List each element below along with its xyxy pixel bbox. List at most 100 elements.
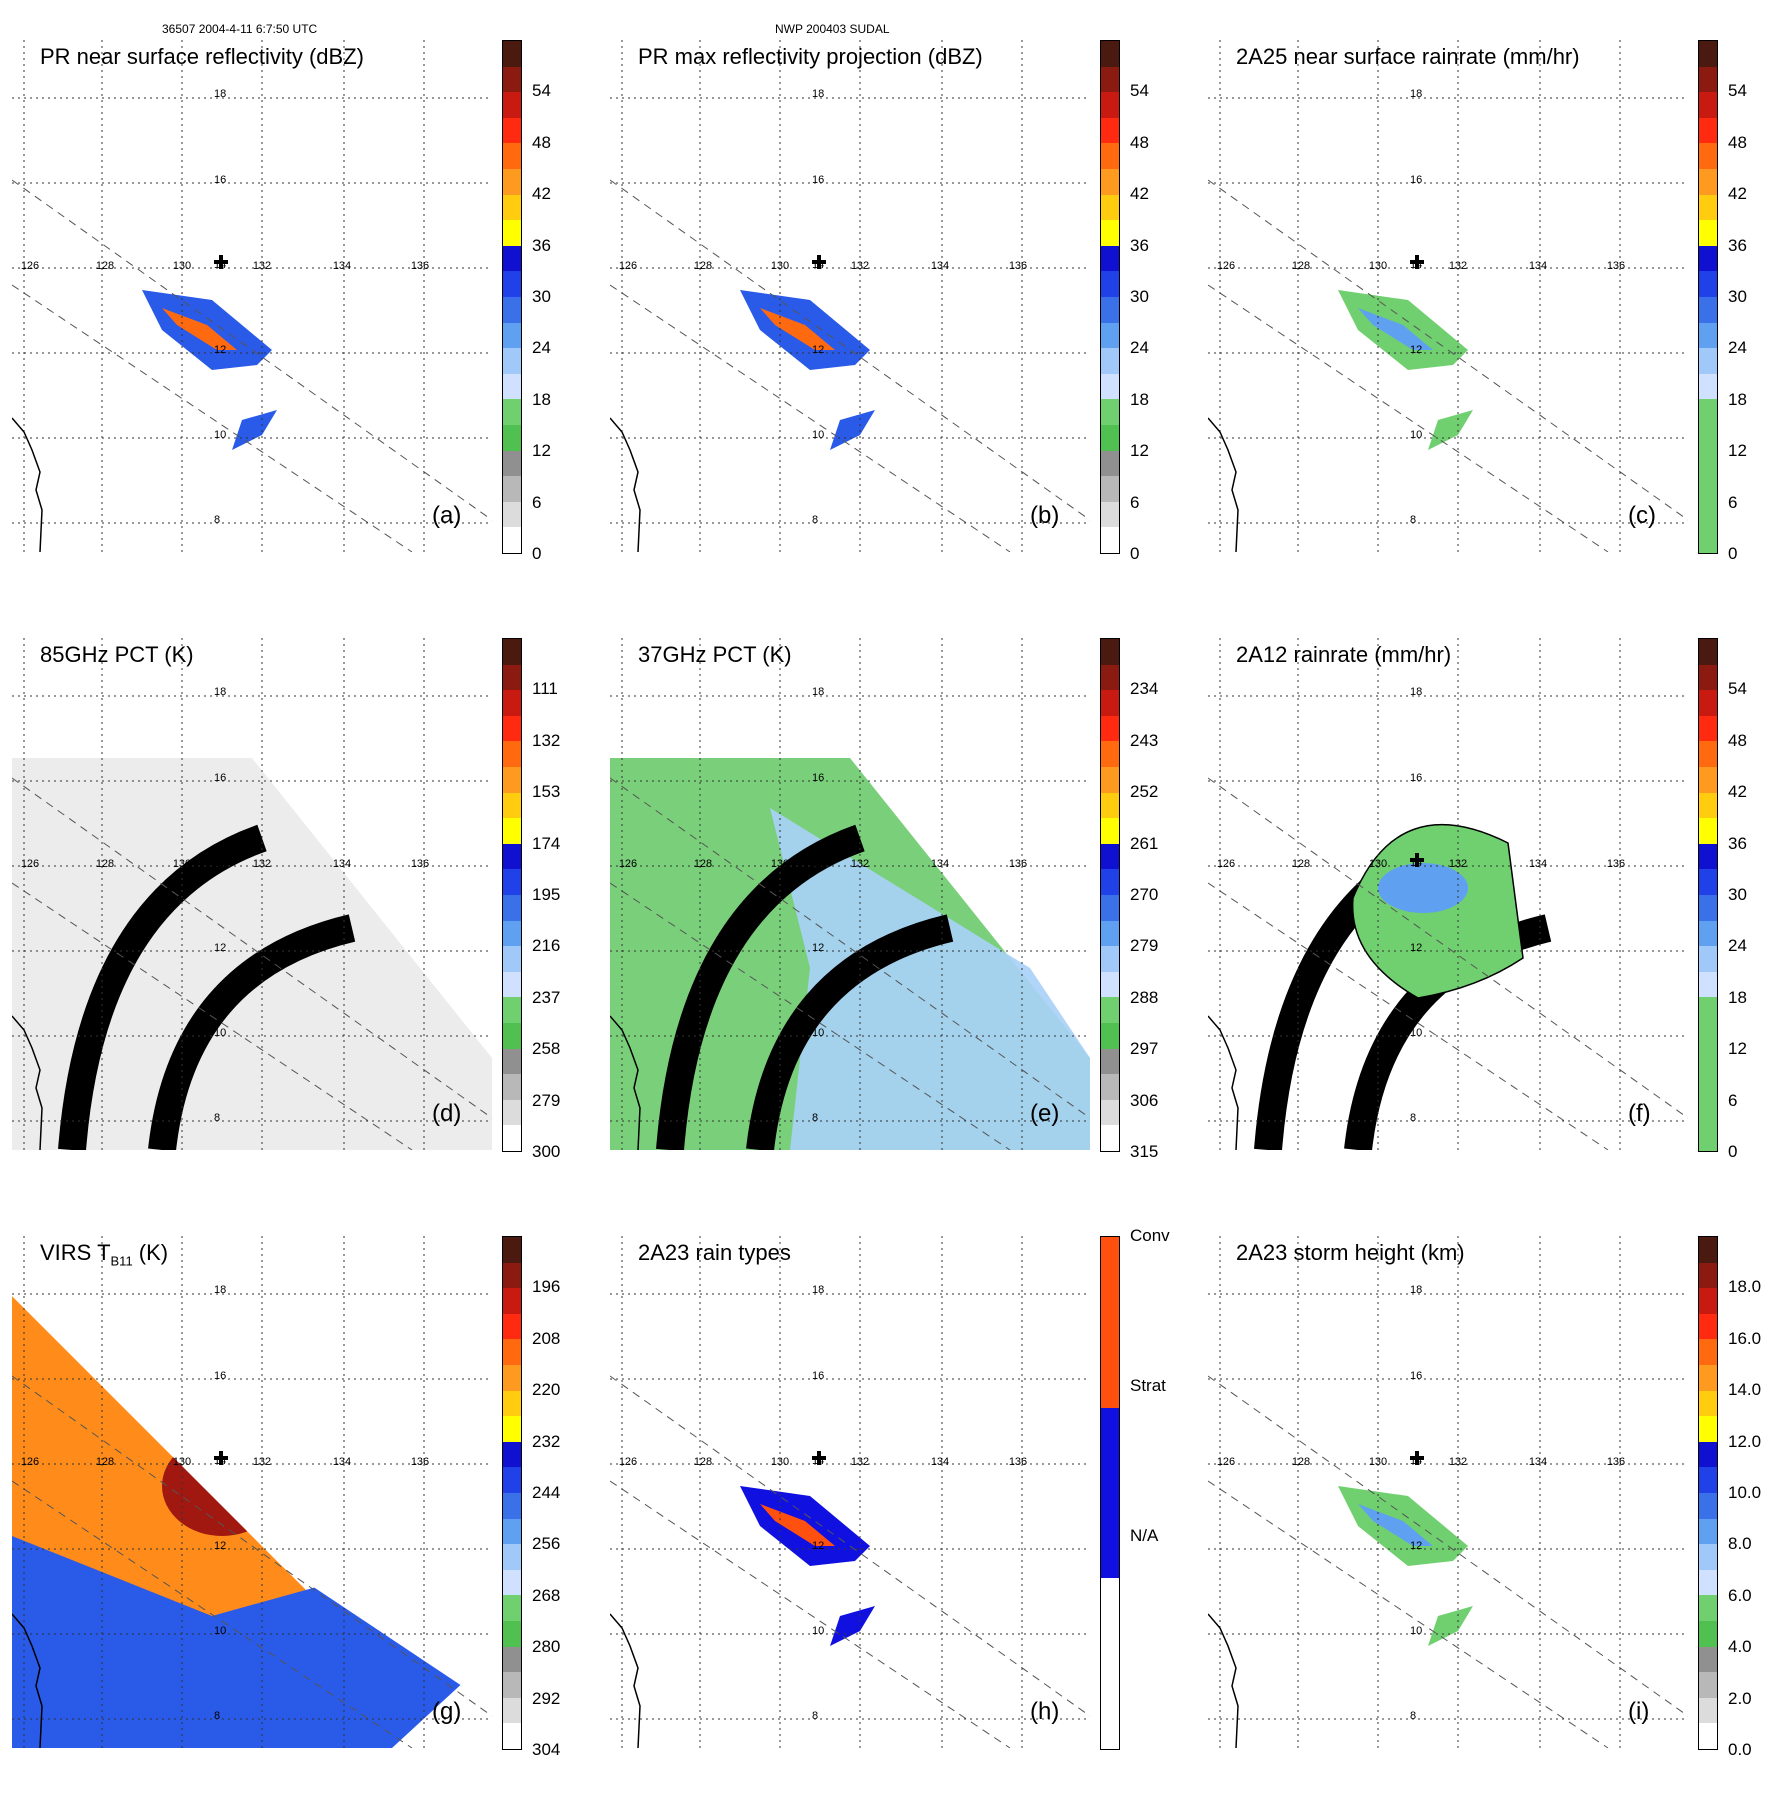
- colorbar-segment: [1699, 1467, 1717, 1493]
- colorbar-segment: [1699, 373, 1717, 400]
- lon-tick-label: 128: [1292, 1456, 1310, 1468]
- lat-tick-label: 18: [1410, 1284, 1422, 1296]
- colorbar-segment: [1699, 450, 1717, 477]
- swath-edge: [1208, 1375, 1688, 1717]
- lon-tick-label: 128: [1292, 858, 1310, 870]
- lat-tick-label: 16: [812, 1370, 824, 1382]
- lat-tick-label: 18: [1410, 686, 1422, 698]
- colorbar-tick-label: 30: [1728, 287, 1747, 306]
- map-area: 12612813013213413618161412108: [1208, 40, 1688, 552]
- coastline: [12, 1613, 43, 1748]
- lon-tick-label: 132: [253, 1456, 271, 1468]
- lon-tick-label: 136: [1009, 260, 1027, 272]
- colorbar-segment: [503, 92, 521, 118]
- colorbar-segment: [1699, 245, 1717, 272]
- colorbar-tick-label: 0: [1728, 544, 1738, 563]
- colorbar-segment: [503, 1237, 521, 1263]
- colorbar-tick-label: 232: [532, 1431, 561, 1451]
- lon-tick-label: 134: [1529, 858, 1547, 870]
- lat-tick-label: 12: [214, 1540, 226, 1552]
- lon-tick-label: 130: [771, 260, 789, 272]
- storm-center-icon: [812, 853, 826, 867]
- colorbar-tick-label: 42: [1130, 184, 1149, 204]
- lon-tick-label: 134: [931, 858, 949, 870]
- colorbar-tick-label: 244: [532, 1483, 561, 1502]
- colorbar-segment: [1699, 1048, 1717, 1075]
- colorbar-segment: [1101, 1407, 1119, 1579]
- colorbar-segment: [1699, 1074, 1717, 1100]
- colorbar-tick-label: 42: [1728, 782, 1747, 802]
- panel-label: (f): [1628, 1100, 1651, 1127]
- colorbar-segment: [1699, 792, 1717, 819]
- colorbar-tick-label: 36: [1728, 235, 1747, 255]
- panel-label: (h): [1030, 1698, 1060, 1725]
- panel-label: (b): [1030, 502, 1060, 529]
- map-area: 12612813013213413618161412108: [1208, 638, 1688, 1150]
- lat-tick-label: 12: [214, 344, 226, 356]
- rain-core: [760, 308, 835, 350]
- panel-d: 85GHz PCT (K)126128130132134136181614121…: [0, 598, 600, 1198]
- panel-c: 2A25 near surface rainrate (mm/hr) 126 128…: [1196, 0, 1771, 600]
- map-area: 12612813013213413618161412108: [610, 40, 1090, 552]
- colorbar-segment: [1101, 168, 1119, 195]
- swath-edge: [610, 284, 1011, 552]
- rain-core: [1378, 863, 1468, 913]
- lat-tick-label: 8: [1410, 1710, 1416, 1722]
- panel-title: 2A12 rainrate (mm/hr): [1236, 642, 1452, 667]
- colorbar-tick-label: 12: [1728, 441, 1747, 461]
- colorbar-tick-label: 288: [1130, 987, 1159, 1007]
- lon-tick-label: 132: [851, 1456, 869, 1468]
- colorbar-segment: [503, 1544, 521, 1570]
- colorbar-segment: [503, 664, 521, 691]
- colorbar-tick-label: 111: [532, 679, 558, 699]
- colorbar-tick-label: 196: [532, 1277, 561, 1297]
- colorbar-segment: [1101, 843, 1119, 870]
- swath-edge: [1208, 1480, 1609, 1748]
- colorbar-tick-label: 54: [1130, 81, 1149, 101]
- lon-tick-label: 132: [253, 858, 271, 870]
- colorbar-segment: [1699, 920, 1717, 947]
- colorbar-segment: [503, 1492, 521, 1519]
- colorbar-segment: [1699, 1022, 1717, 1049]
- colorbar-tick-label: 42: [532, 184, 551, 204]
- colorbar-segment: [503, 476, 521, 502]
- colorbar-segment: [1101, 1074, 1119, 1100]
- colorbar-segment: [1101, 424, 1119, 451]
- swath-edge: [1208, 179, 1688, 521]
- lon-tick-label: 130: [1369, 260, 1387, 272]
- storm-center-icon: [214, 1451, 228, 1465]
- colorbar-tick-label: 24: [532, 338, 551, 358]
- colorbar-tick-label: 268: [532, 1585, 561, 1605]
- lon-tick-label: 126: [619, 1456, 637, 1468]
- lon-tick-label: 136: [411, 1456, 429, 1468]
- colorbar-segment: [1699, 1697, 1717, 1724]
- lon-tick-label: 132: [1449, 1456, 1467, 1468]
- colorbar-segment: [1101, 818, 1119, 844]
- storm-center-icon: [214, 853, 228, 867]
- colorbar-segment: [1101, 766, 1119, 793]
- colorbar-segment: [1101, 997, 1119, 1023]
- lon-tick-label: 134: [1529, 260, 1547, 272]
- lon-tick-label: 136: [1009, 1456, 1027, 1468]
- rain-cell: [232, 410, 277, 450]
- colorbar-segment: [1699, 894, 1717, 921]
- lon-tick-label: 128: [96, 858, 114, 870]
- map-svg: 12612813013213413618161412108: [1208, 1236, 1688, 1748]
- lat-tick-label: 10: [1410, 1625, 1422, 1637]
- map-svg: 12612813013213413618161412108: [12, 1236, 492, 1748]
- colorbar-segment: [1699, 168, 1717, 195]
- lon-tick-label: 126: [21, 1456, 39, 1468]
- colorbar-segment: [1699, 971, 1717, 998]
- colorbar: [1100, 40, 1120, 554]
- colorbar-segment: [1699, 1620, 1717, 1647]
- colorbar-segment: [503, 792, 521, 819]
- colorbar-segment: [503, 117, 521, 144]
- colorbar-tick-label: 0.0: [1728, 1740, 1752, 1759]
- panel-f: 2A12 rainrate (mm/hr) 126 128 130 132 134 136 1…: [1196, 598, 1771, 1198]
- colorbar-tick-label: 300: [532, 1142, 561, 1161]
- lon-tick-label: 128: [96, 1456, 114, 1468]
- colorbar-segment: [1699, 664, 1717, 691]
- map-svg: 12612813013213413618161412108: [12, 638, 492, 1150]
- colorbar-segment: [503, 66, 521, 93]
- colorbar-tick-label: 36: [1130, 235, 1149, 255]
